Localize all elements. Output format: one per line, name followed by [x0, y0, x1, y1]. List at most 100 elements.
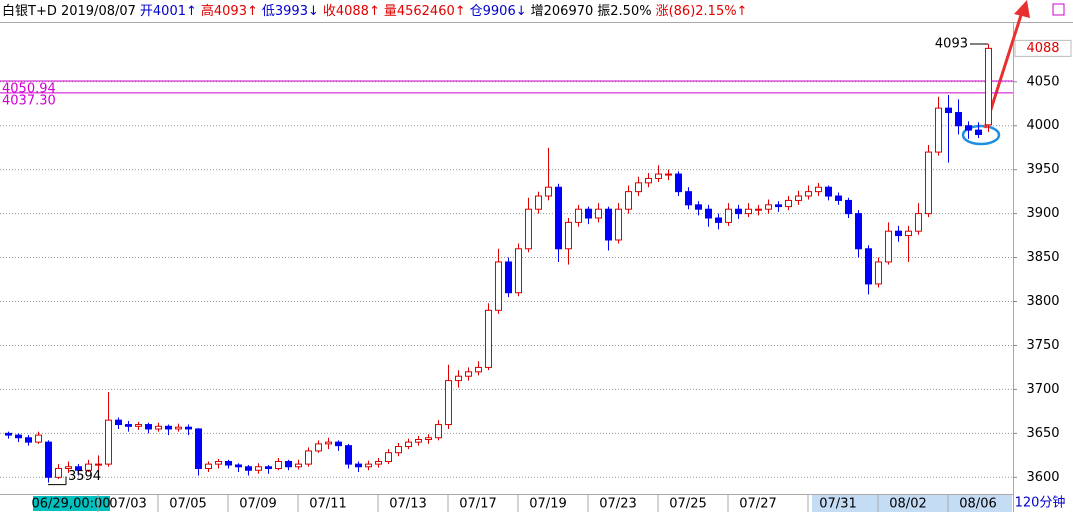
- candle-body: [565, 221, 572, 250]
- y-tick-label: 3600: [1026, 470, 1059, 485]
- candle-body: [415, 439, 422, 443]
- candle-body: [795, 195, 802, 201]
- candle-body: [95, 463, 102, 466]
- candle-body: [25, 437, 32, 443]
- candle-body: [715, 217, 722, 223]
- candle-body: [285, 460, 292, 468]
- candle-body: [515, 248, 522, 294]
- x-tick-label: 07/13: [389, 497, 426, 512]
- candle-body: [945, 107, 952, 114]
- cursor-label-bg: [33, 496, 110, 511]
- candle-body: [435, 424, 442, 439]
- y-tick-label: 3700: [1026, 382, 1059, 397]
- candle-body: [205, 463, 212, 470]
- candle-body: [295, 463, 302, 468]
- candle-body: [455, 375, 462, 382]
- candle-body: [845, 199, 852, 215]
- arrow-head: [1014, 0, 1030, 18]
- window-icon: [1052, 3, 1065, 16]
- y-tick-label: 3650: [1026, 426, 1059, 441]
- x-tick-label: 06/29,00:00: [31, 497, 110, 512]
- header-segment: 涨(86)2.15%↑: [656, 4, 748, 19]
- candle-body: [915, 213, 922, 232]
- header-segment: 仓9906↓: [470, 4, 527, 19]
- last-price-label: 4088: [1026, 41, 1059, 56]
- candle-body: [695, 204, 702, 210]
- candle-body: [165, 425, 172, 430]
- candle-body: [865, 248, 872, 285]
- candle-body: [725, 208, 732, 223]
- candle-body: [645, 177, 652, 184]
- candle-body: [655, 173, 662, 179]
- x-tick-label: 08/02: [889, 497, 926, 512]
- candle-body: [385, 452, 392, 462]
- candle-body: [785, 199, 792, 208]
- candle-body: [495, 261, 502, 311]
- x-tick-label: 08/06: [959, 497, 996, 512]
- x-tick-label: 07/05: [169, 497, 206, 512]
- candle-body: [15, 434, 22, 439]
- candle-body: [685, 191, 692, 206]
- header-segment: 增206970: [531, 4, 594, 19]
- candle-body: [335, 441, 342, 447]
- max-annotation: 4093: [935, 36, 968, 51]
- x-tick-label: 07/03: [109, 497, 146, 512]
- candle-body: [365, 463, 372, 468]
- candle-body: [325, 441, 332, 445]
- candle-body: [705, 208, 712, 219]
- header-segment: 收4088↑: [323, 4, 380, 19]
- candle-body: [585, 208, 592, 219]
- candle-body: [775, 204, 782, 208]
- candle-body: [315, 443, 322, 452]
- candle-body: [825, 186, 832, 197]
- candle-body: [355, 463, 362, 468]
- candle-body: [125, 424, 132, 427]
- candle-body: [245, 466, 252, 471]
- candle-body: [65, 466, 72, 470]
- candle-body: [985, 47, 992, 126]
- candle-body: [55, 468, 62, 478]
- candle-body: [105, 419, 112, 465]
- candle-body: [225, 460, 232, 466]
- header-segment: 量4562460↑: [384, 4, 466, 19]
- candle-body: [905, 230, 912, 237]
- candle-body: [175, 426, 182, 430]
- candle-body: [525, 208, 532, 250]
- y-tick-label: 4050: [1026, 74, 1059, 89]
- candle-body: [145, 424, 152, 430]
- candle-body: [855, 213, 862, 250]
- y-tick-label: 3950: [1026, 162, 1059, 177]
- candle-body: [635, 182, 642, 193]
- candle-body: [195, 428, 202, 470]
- candle-body: [345, 445, 352, 465]
- candle-body: [755, 208, 762, 211]
- x-tick-label: 07/17: [459, 497, 496, 512]
- candle-body: [935, 107, 942, 153]
- period-label: 120分钟: [1015, 495, 1066, 511]
- last-price-box: [1014, 39, 1072, 57]
- candle-body: [445, 380, 452, 426]
- candle-body: [665, 173, 672, 176]
- candle-body: [615, 208, 622, 241]
- x-tick-label: 07/27: [739, 497, 776, 512]
- candle-body: [405, 441, 412, 448]
- candle-body: [75, 466, 82, 471]
- y-tick-label: 3900: [1026, 206, 1059, 221]
- candle-body: [605, 208, 612, 241]
- candle-body: [35, 434, 42, 443]
- candle-body: [965, 125, 972, 131]
- candle-body: [575, 208, 582, 223]
- header-segment: 高4093↑: [201, 3, 258, 19]
- candle-body: [955, 112, 962, 127]
- candle-body: [555, 186, 562, 250]
- candle-body: [155, 425, 162, 430]
- header-segment: 振2.50%: [597, 4, 651, 19]
- x-tick-label: 07/09: [239, 497, 276, 512]
- y-tick-label: 4000: [1026, 118, 1059, 133]
- candle-body: [745, 208, 752, 215]
- candle-body: [465, 371, 472, 377]
- header-segment: 开4001↑: [140, 4, 197, 19]
- x-tick-label: 07/19: [529, 497, 566, 512]
